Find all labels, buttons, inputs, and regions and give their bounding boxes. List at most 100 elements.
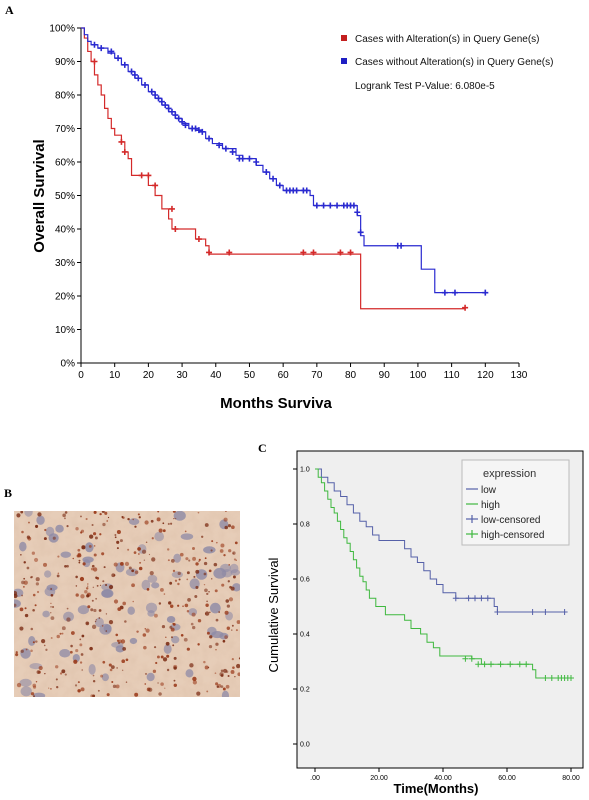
stain-granule [93,608,97,613]
stain-granule [236,620,240,624]
stain-granule [227,524,232,528]
stain-granule [214,672,217,675]
stain-granule [206,690,209,693]
stain-granule [30,576,33,579]
stain-granule [235,629,238,632]
censor-mark [462,304,469,311]
stain-granule [24,607,27,610]
stain-granule [116,547,119,550]
stain-granule [64,673,67,676]
stain-granule [43,537,47,541]
censor-mark [206,135,213,142]
y-axis-label: Overall Survival [31,139,48,252]
stain-granule [234,541,238,545]
censor-mark [568,675,574,681]
stain-granule [164,687,166,689]
stain-granule [113,599,119,604]
stain-granule [167,559,170,562]
cell-nucleus [127,606,135,615]
censor-mark [91,41,98,48]
stain-granule [32,683,37,688]
x-tick-label: 30 [177,370,189,381]
x-tick-label: 40.00 [434,775,452,782]
stain-granule [160,682,164,686]
stain-granule [111,681,114,684]
stain-granule [70,644,73,648]
stain-granule [50,616,55,621]
stain-granule [198,560,200,562]
stain-granule [195,569,200,574]
stain-granule [102,522,106,527]
stain-granule [25,648,28,651]
stain-granule [108,663,112,667]
stain-granule [231,525,235,530]
stain-granule [149,571,154,576]
x-tick-label: 120 [477,370,494,381]
stain-granule [56,685,59,689]
stain-granule [203,561,208,566]
censor-mark [497,661,504,668]
stain-granule [198,558,201,561]
cell-nucleus [103,624,112,633]
stain-granule [208,644,213,649]
stain-granule [77,689,81,693]
censor-mark [451,289,458,296]
stain-granule [50,637,53,639]
censor-mark [121,148,128,155]
stain-granule [16,513,21,518]
cell-nucleus [42,610,50,618]
stain-granule [173,666,177,670]
stain-granule [28,521,30,524]
stain-granule [142,633,147,637]
stain-granule [156,517,161,522]
stain-granule [165,641,170,646]
censor-mark [441,289,448,296]
censor-mark [182,122,189,129]
stain-granule [117,607,122,611]
stain-granule [232,551,236,555]
stain-granule [192,556,197,561]
stain-granule [34,604,37,607]
censor-mark [465,595,472,602]
stain-granule [204,588,208,593]
stain-granule [38,665,43,671]
stain-granule [178,578,181,581]
x-tick-label: 130 [511,370,528,381]
stain-granule [153,646,157,649]
stain-granule [61,669,66,674]
x-tick-label: 20.00 [370,775,388,782]
stain-granule [94,620,97,623]
stain-granule [177,604,180,607]
cell-nucleus [166,616,176,623]
stain-granule [160,655,164,659]
stain-granule [115,684,120,689]
tissue-image [14,511,240,697]
cell-nucleus [154,531,165,542]
stain-granule [100,674,104,678]
censor-mark [179,118,186,125]
stain-granule [72,557,74,560]
cell-nucleus [44,570,52,578]
cell-nucleus [63,611,74,622]
stain-granule [238,657,240,660]
stain-granule [55,665,59,669]
stain-granule [66,564,69,568]
y-tick-label: 10% [55,325,75,336]
stain-granule [231,657,234,661]
tissue-image-svg [14,511,240,697]
cell-nucleus [185,669,194,678]
km-chart-alteration: 0 10 20 30 40 50 60 70 80 90 100 110 120 130 0% 10% 20% 3… [31,24,553,413]
stain-granule [48,687,50,689]
y-tick-label: 30% [55,258,75,269]
cell-nucleus [147,574,158,583]
stain-granule [168,601,172,605]
x-tick-label: 10 [109,370,121,381]
stain-granule [226,626,231,630]
stain-granule [145,628,150,633]
stain-granule [192,625,196,630]
censor-mark [222,145,229,152]
y-tick-label: 0.2 [300,687,310,694]
stain-granule [109,668,113,672]
stain-granule [186,578,189,581]
stain-granule [99,584,102,586]
